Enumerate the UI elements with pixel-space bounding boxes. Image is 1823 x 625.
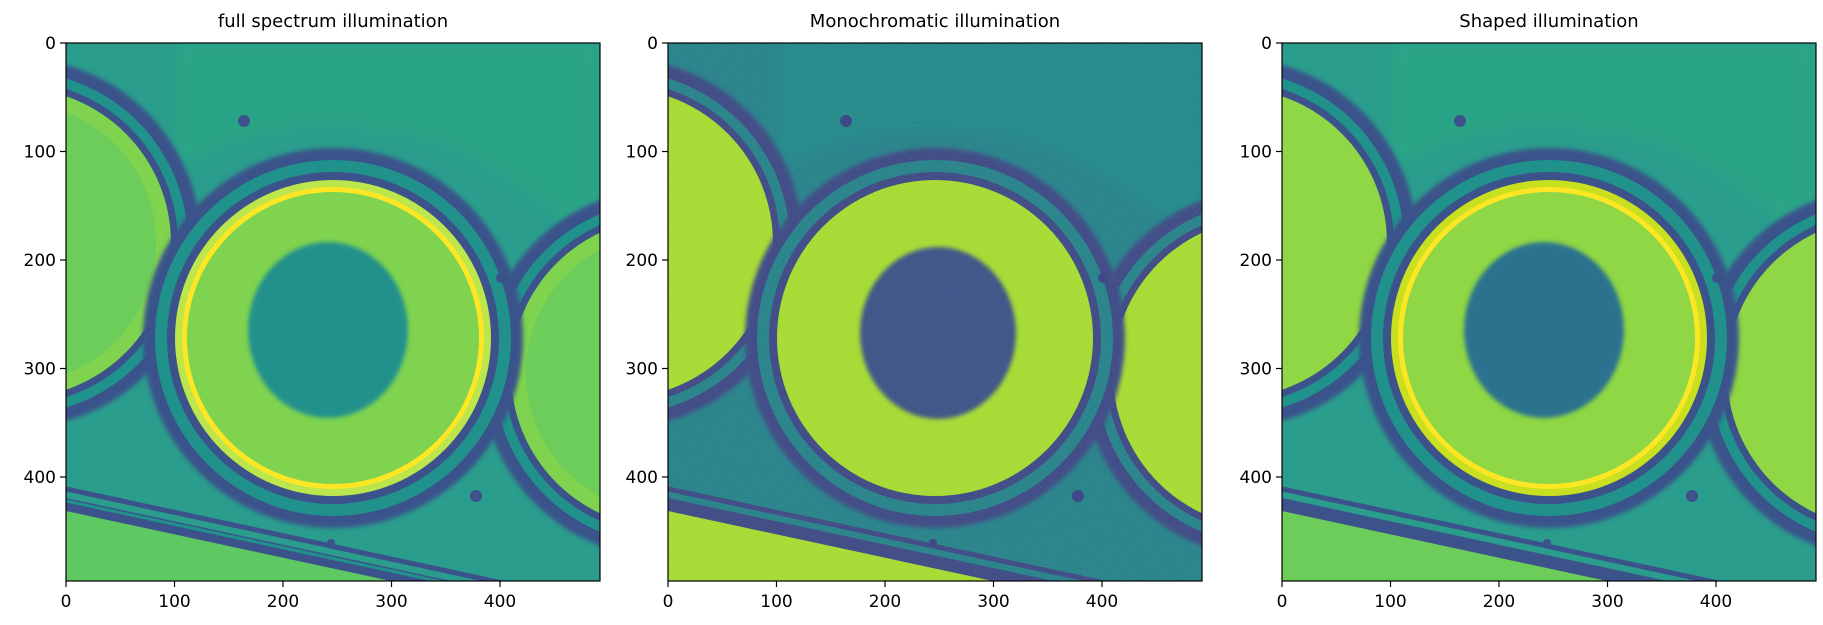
y-tick-label: 0 (1261, 34, 1272, 54)
x-tick-label: 300 (375, 592, 407, 612)
y-tick-label: 100 (24, 143, 56, 163)
x-tick-label: 400 (484, 592, 516, 612)
y-tick-label: 300 (1240, 360, 1272, 380)
panel-title: full spectrum illumination (218, 11, 448, 32)
x-tick-label: 200 (869, 592, 901, 612)
panel-title: Monochromatic illumination (810, 11, 1060, 32)
y-tick-label: 400 (1240, 468, 1272, 488)
axes-frame (1281, 42, 1817, 582)
x-tick-label: 100 (1374, 592, 1406, 612)
y-tick-label: 0 (647, 34, 658, 54)
y-tick-label: 400 (24, 468, 56, 488)
y-tick-label: 200 (24, 251, 56, 271)
x-tick-label: 300 (1591, 592, 1623, 612)
y-axis: 0 100 200 300 400 (24, 34, 66, 488)
microscope-image (66, 43, 600, 581)
y-tick-label: 200 (1240, 251, 1272, 271)
x-tick-label: 100 (760, 592, 792, 612)
x-tick-label: 0 (1277, 592, 1288, 612)
panel-shaped: Shaped illumination (1240, 11, 1817, 612)
y-axis: 0 100 200 300 400 (626, 34, 668, 488)
panel-full-spectrum: full spectrum illumination (24, 11, 601, 612)
x-tick-label: 0 (663, 592, 674, 612)
x-tick-label: 200 (1483, 592, 1515, 612)
microscope-image (1282, 43, 1816, 581)
axes-frame (667, 42, 1203, 582)
x-tick-label: 300 (977, 592, 1009, 612)
panel-title: Shaped illumination (1459, 11, 1638, 32)
y-axis: 0 100 200 300 400 (1240, 34, 1282, 488)
y-tick-label: 300 (24, 360, 56, 380)
x-axis: 0 100 200 300 400 (61, 581, 516, 612)
microscope-image (668, 43, 1202, 581)
x-axis: 0 100 200 300 400 (663, 581, 1118, 612)
x-tick-label: 0 (61, 592, 72, 612)
x-tick-label: 200 (267, 592, 299, 612)
x-tick-label: 400 (1700, 592, 1732, 612)
axes-frame (65, 42, 601, 582)
x-tick-label: 400 (1086, 592, 1118, 612)
panel-monochromatic: Monochromatic illumination (626, 11, 1203, 612)
y-tick-label: 200 (626, 251, 658, 271)
x-axis: 0 100 200 300 400 (1277, 581, 1732, 612)
y-tick-label: 100 (1240, 143, 1272, 163)
y-tick-label: 100 (626, 143, 658, 163)
y-tick-label: 0 (45, 34, 56, 54)
x-tick-label: 100 (158, 592, 190, 612)
y-tick-label: 400 (626, 468, 658, 488)
y-tick-label: 300 (626, 360, 658, 380)
